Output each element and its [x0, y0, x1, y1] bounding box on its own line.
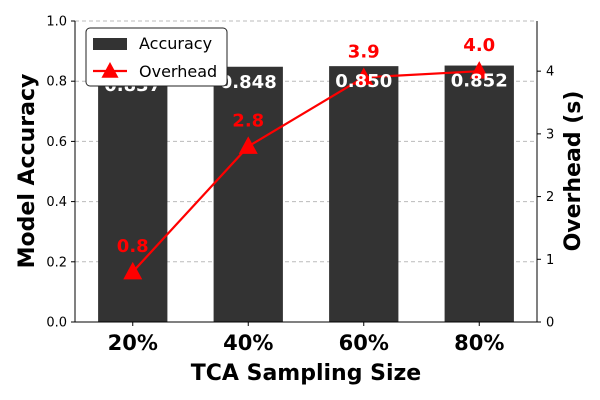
y2-tick-label: 4: [546, 65, 554, 80]
accuracy-value-label: 0.848: [220, 72, 277, 93]
x-axis-title: TCA Sampling Size: [191, 361, 421, 386]
y2-tick-label: 2: [546, 190, 554, 205]
overhead-value-label: 0.8: [117, 236, 149, 257]
legend-label-accuracy: Accuracy: [139, 34, 212, 53]
accuracy-bars: [98, 65, 514, 323]
overhead-value-label: 2.8: [232, 110, 264, 131]
y-tick-label: 0.0: [46, 316, 67, 331]
overhead-marker-40%: [238, 136, 258, 154]
overhead-marker-60%: [354, 67, 374, 85]
legend-label-overhead: Overhead: [139, 62, 217, 81]
x-tick-label: 60%: [339, 331, 389, 355]
y-tick-label: 0.6: [46, 135, 67, 150]
overhead-value-label: 3.9: [348, 41, 380, 62]
y-tick-label: 0.4: [46, 195, 67, 210]
y-axis-title: Model Accuracy: [15, 74, 40, 269]
overhead-marker-20%: [123, 261, 143, 280]
legend-swatch-accuracy: [93, 38, 127, 50]
accuracy-bar-40%: [213, 66, 283, 322]
overhead-marker-80%: [469, 61, 489, 79]
y-tick-label: 0.8: [46, 75, 67, 90]
legend[interactable]: Accuracy Overhead: [85, 27, 228, 87]
accuracy-bar-60%: [329, 66, 399, 323]
overhead-line-series: [123, 61, 489, 280]
x-tick-label: 40%: [223, 331, 273, 355]
x-tick-label: 80%: [454, 331, 504, 355]
y2-axis-title: Overhead (s): [561, 91, 586, 252]
accuracy-value-label: 0.852: [451, 71, 508, 92]
y2-tick-label: 3: [546, 127, 554, 142]
x-tick-label: 20%: [108, 331, 158, 355]
overhead-value-label: 4.0: [463, 35, 495, 56]
axes: 0.0 0.2 0.4 0.6 0.8 1.0 0 1 2 3 4 20% 40% 60% 80%: [46, 15, 554, 356]
y2-tick-label: 1: [546, 253, 554, 268]
y2-tick-label: 0: [546, 316, 554, 331]
y-tick-label: 0.2: [46, 255, 67, 270]
legend-marker-overhead: [101, 62, 119, 78]
accuracy-value-label: 0.850: [335, 71, 392, 92]
overhead-line: [131, 70, 480, 273]
accuracy-bar-20%: [98, 70, 168, 322]
y-tick-label: 1.0: [46, 15, 67, 30]
accuracy-bar-80%: [444, 65, 514, 322]
